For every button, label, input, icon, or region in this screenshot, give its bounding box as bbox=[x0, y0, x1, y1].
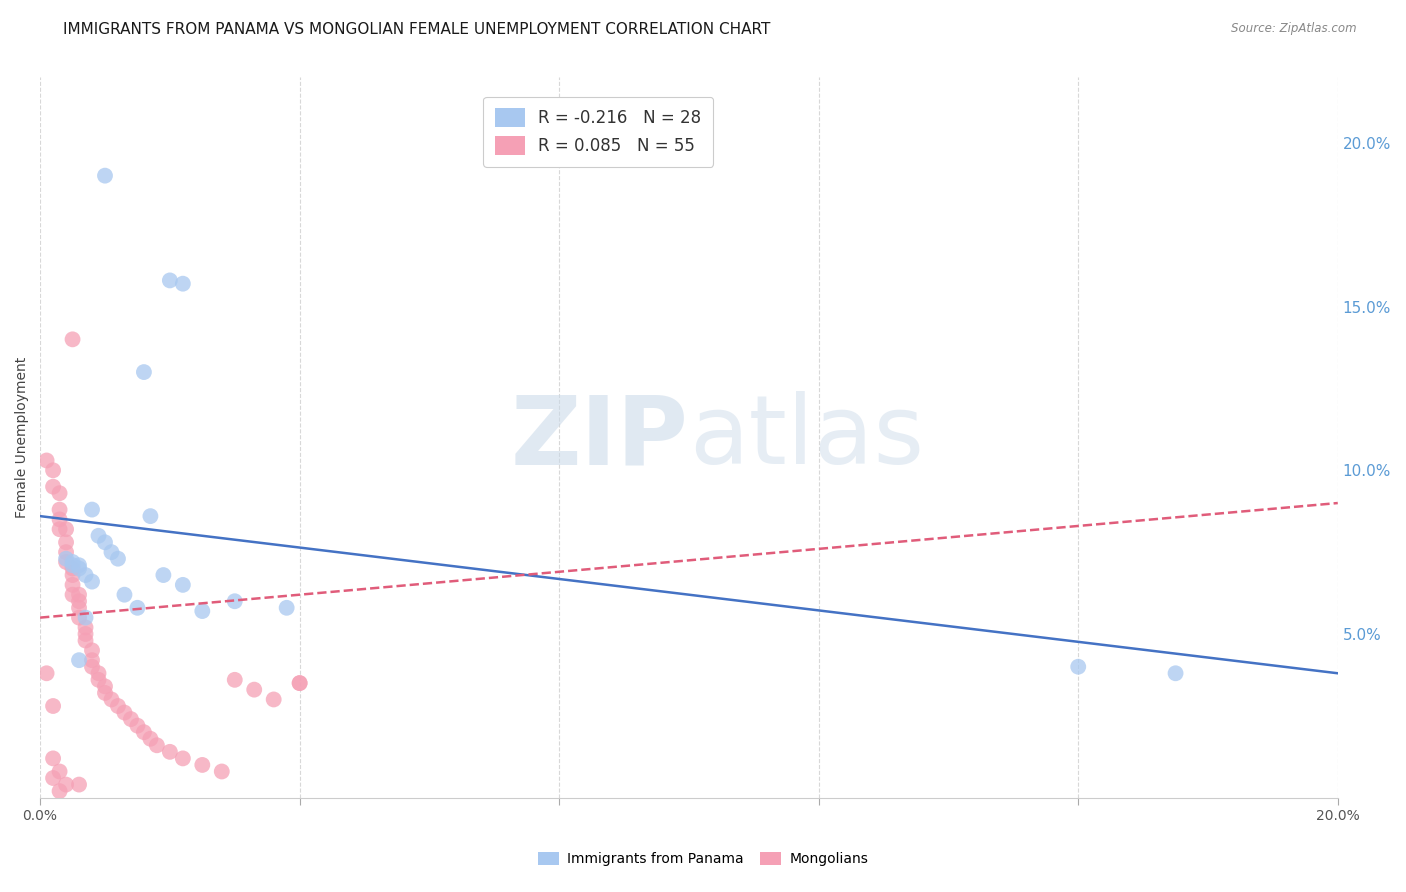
Point bbox=[67, 561, 90, 575]
Point bbox=[42, 698, 65, 713]
Point bbox=[172, 751, 194, 765]
Point bbox=[55, 555, 77, 569]
Point bbox=[35, 453, 58, 467]
Point bbox=[62, 561, 84, 575]
Point bbox=[75, 633, 97, 648]
Point bbox=[132, 365, 155, 379]
Text: IMMIGRANTS FROM PANAMA VS MONGOLIAN FEMALE UNEMPLOYMENT CORRELATION CHART: IMMIGRANTS FROM PANAMA VS MONGOLIAN FEMA… bbox=[63, 22, 770, 37]
Point bbox=[42, 480, 65, 494]
Point bbox=[75, 627, 97, 641]
Point bbox=[62, 332, 84, 346]
Point bbox=[75, 620, 97, 634]
Point bbox=[224, 673, 246, 687]
Point bbox=[1067, 659, 1090, 673]
Point bbox=[48, 512, 70, 526]
Point bbox=[120, 712, 142, 726]
Point bbox=[243, 682, 266, 697]
Point bbox=[48, 784, 70, 798]
Point bbox=[276, 600, 298, 615]
Point bbox=[94, 686, 117, 700]
Point bbox=[94, 535, 117, 549]
Point bbox=[80, 653, 103, 667]
Point bbox=[55, 535, 77, 549]
Point bbox=[62, 555, 84, 569]
Point bbox=[67, 600, 90, 615]
Point bbox=[67, 558, 90, 573]
Point bbox=[75, 610, 97, 624]
Point bbox=[132, 725, 155, 739]
Point bbox=[146, 739, 169, 753]
Point bbox=[172, 578, 194, 592]
Point bbox=[107, 551, 129, 566]
Point bbox=[211, 764, 233, 779]
Point bbox=[114, 706, 136, 720]
Point bbox=[67, 778, 90, 792]
Point bbox=[48, 522, 70, 536]
Y-axis label: Female Unemployment: Female Unemployment bbox=[15, 357, 30, 518]
Point bbox=[62, 568, 84, 582]
Point bbox=[75, 568, 97, 582]
Text: ZIP: ZIP bbox=[510, 391, 689, 484]
Point bbox=[48, 764, 70, 779]
Point bbox=[62, 558, 84, 573]
Point bbox=[55, 551, 77, 566]
Point bbox=[80, 502, 103, 516]
Point bbox=[159, 273, 181, 287]
Point bbox=[67, 594, 90, 608]
Point bbox=[55, 545, 77, 559]
Point bbox=[139, 509, 162, 524]
Point bbox=[42, 771, 65, 785]
Point bbox=[159, 745, 181, 759]
Point bbox=[55, 778, 77, 792]
Point bbox=[100, 545, 122, 559]
Point bbox=[80, 643, 103, 657]
Point bbox=[100, 692, 122, 706]
Point bbox=[67, 588, 90, 602]
Point bbox=[1164, 666, 1187, 681]
Point bbox=[127, 719, 149, 733]
Text: Source: ZipAtlas.com: Source: ZipAtlas.com bbox=[1232, 22, 1357, 36]
Point bbox=[94, 679, 117, 693]
Point bbox=[48, 486, 70, 500]
Point bbox=[191, 758, 214, 772]
Point bbox=[48, 502, 70, 516]
Point bbox=[87, 666, 110, 681]
Point bbox=[114, 588, 136, 602]
Point bbox=[191, 604, 214, 618]
Point bbox=[263, 692, 285, 706]
Point bbox=[288, 676, 311, 690]
Point bbox=[42, 463, 65, 477]
Point bbox=[127, 600, 149, 615]
Point bbox=[67, 610, 90, 624]
Point bbox=[139, 731, 162, 746]
Legend: R = -0.216   N = 28, R = 0.085   N = 55: R = -0.216 N = 28, R = 0.085 N = 55 bbox=[484, 96, 713, 167]
Text: atlas: atlas bbox=[689, 391, 924, 484]
Point bbox=[55, 522, 77, 536]
Point bbox=[224, 594, 246, 608]
Point bbox=[107, 698, 129, 713]
Point bbox=[87, 529, 110, 543]
Point bbox=[35, 666, 58, 681]
Point bbox=[62, 588, 84, 602]
Point bbox=[288, 676, 311, 690]
Legend: Immigrants from Panama, Mongolians: Immigrants from Panama, Mongolians bbox=[533, 847, 873, 871]
Point bbox=[80, 659, 103, 673]
Point bbox=[94, 169, 117, 183]
Point bbox=[87, 673, 110, 687]
Point bbox=[152, 568, 174, 582]
Point bbox=[42, 751, 65, 765]
Point bbox=[80, 574, 103, 589]
Point bbox=[67, 653, 90, 667]
Point bbox=[62, 578, 84, 592]
Point bbox=[172, 277, 194, 291]
